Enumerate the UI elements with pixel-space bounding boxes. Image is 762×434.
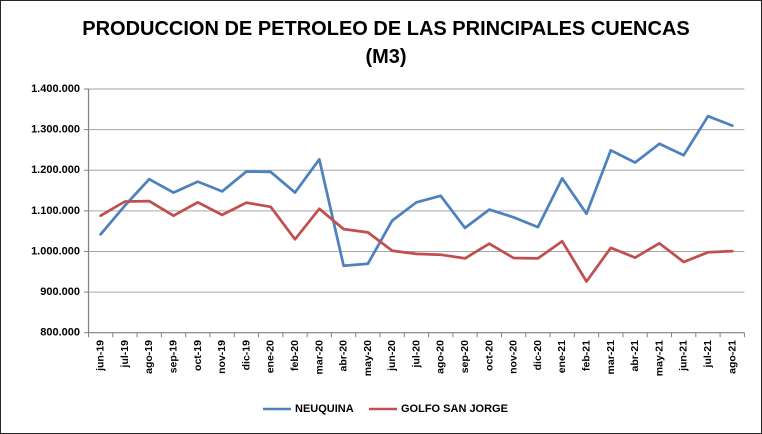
x-tick-label: mar-20 — [313, 340, 325, 375]
x-tick-label: mar-21 — [605, 340, 617, 375]
x-tick-label: may-21 — [653, 340, 665, 376]
golfo-san-jorge-line — [99, 199, 734, 283]
x-tick-label: dic-20 — [532, 340, 544, 371]
chart-title-line1: PRODUCCION DE PETROLEO DE LAS PRINCIPALE… — [82, 18, 689, 40]
chart-title-line2: (M3) — [365, 46, 406, 68]
x-tick-label: feb-20 — [289, 340, 301, 371]
x-tick-label: may-20 — [362, 340, 374, 376]
legend-label-golfo-san-jorge: GOLFO SAN JORGE — [401, 403, 508, 415]
x-tick-label: jun-21 — [678, 340, 690, 372]
legend-label-neuquina: NEUQUINA — [295, 403, 354, 415]
x-tick-label: jul-19 — [119, 340, 131, 369]
x-tick-label: ago-20 — [435, 340, 447, 374]
axes — [84, 88, 745, 338]
x-axis-labels: jun-19 jul-19 ago-19 sep-19 oct-19 nov-19 dic-… — [95, 340, 739, 376]
legend: NEUQUINA GOLFO SAN JORGE — [263, 403, 508, 415]
x-tick-label: oct-19 — [192, 340, 204, 371]
x-tick-label: abr-21 — [629, 340, 641, 372]
y-tick-label: 1.400.000 — [31, 83, 80, 95]
x-tick-label: feb-21 — [580, 340, 592, 371]
x-tick-label: jul-20 — [410, 340, 422, 369]
y-axis-labels: 1.400.000 1.300.000 1.200.000 1.100.000 1.00… — [31, 83, 80, 339]
x-tick-label: dic-19 — [240, 340, 252, 371]
y-tick-label: 900.000 — [40, 286, 80, 298]
y-tick-label: 1.000.000 — [31, 245, 80, 257]
x-tick-label: sep-20 — [459, 340, 471, 373]
y-tick-label: 1.300.000 — [31, 124, 80, 136]
gridlines — [88, 88, 745, 293]
x-tick-label: sep-19 — [168, 340, 180, 373]
x-tick-label: jun-19 — [95, 340, 107, 372]
x-tick-label: ago-19 — [143, 340, 155, 374]
x-tick-label: nov-20 — [508, 340, 520, 374]
neuquina-line — [99, 114, 734, 268]
y-tick-label: 800.000 — [40, 327, 80, 339]
x-tick-label: nov-19 — [216, 340, 228, 374]
x-tick-label: oct-20 — [483, 340, 495, 371]
x-tick-label: jul-21 — [702, 340, 714, 369]
x-tick-label: ago-21 — [726, 340, 738, 374]
x-tick-label: abr-20 — [338, 340, 350, 372]
x-tick-label: ene-21 — [556, 340, 568, 373]
series-lines — [99, 114, 734, 283]
y-tick-label: 1.200.000 — [31, 164, 80, 176]
x-tick-label: ene-20 — [265, 340, 277, 373]
y-tick-label: 1.100.000 — [31, 205, 80, 217]
x-tick-label: jun-20 — [386, 340, 398, 372]
